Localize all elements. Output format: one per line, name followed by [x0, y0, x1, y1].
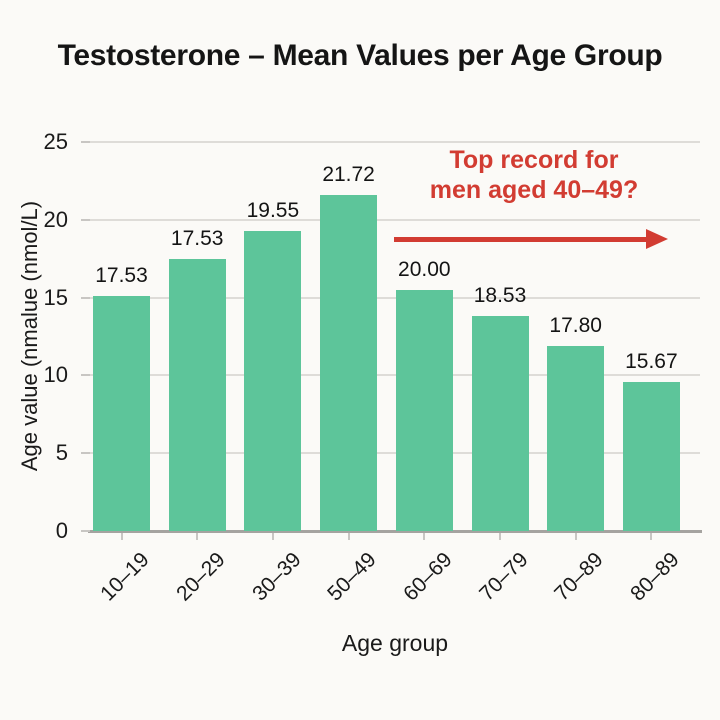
y-tick-label: 20: [43, 206, 68, 232]
chart-title: Testosterone – Mean Values per Age Group: [57, 39, 663, 72]
x-tick-label: 70–89: [550, 548, 608, 606]
annotation-line-2: men aged 40–49?: [429, 176, 639, 204]
gridline: [90, 141, 700, 143]
y-tick-mark: [81, 452, 90, 455]
x-tick-mark: [574, 533, 577, 540]
gridline: [90, 296, 700, 299]
bar: [320, 195, 378, 531]
x-tick-label: 70–79: [474, 548, 533, 606]
x-tick-mark: [271, 533, 274, 540]
y-tick-label: 15: [43, 284, 68, 310]
bar: [547, 346, 605, 531]
gridline: [90, 218, 700, 221]
bar: [244, 231, 302, 531]
x-tick-mark: [196, 533, 199, 540]
bar-value-label: 17.53: [170, 227, 224, 250]
bar: [395, 290, 453, 531]
x-tick-mark: [120, 533, 123, 540]
x-tick-label: 80–89: [626, 548, 684, 606]
bar: [168, 259, 226, 531]
bar-value-label: 17.53: [95, 264, 148, 287]
y-tick-mark: [81, 218, 90, 221]
bar-value-label: 20.00: [398, 258, 451, 281]
x-tick-mark: [423, 533, 426, 540]
y-tick-mark: [81, 530, 90, 532]
y-axis-title: Age value (nmalue (nmol/L): [17, 200, 42, 472]
y-tick-mark: [81, 374, 90, 377]
x-axis-title: Age group: [341, 630, 449, 656]
x-tick-label: 60–69: [399, 548, 457, 606]
x-tick-mark: [499, 533, 501, 540]
bar-value-label: 17.80: [549, 314, 602, 337]
x-tick-label: 50–49: [323, 548, 381, 606]
x-tick-label: 30–39: [247, 548, 306, 606]
y-tick-mark: [81, 296, 90, 299]
x-tick-mark: [650, 533, 653, 540]
annotation-arrow-head-icon: [646, 229, 668, 249]
y-tick-label: 10: [43, 362, 68, 388]
annotation-line-1: Top record for: [449, 146, 619, 174]
x-tick-label: 10–19: [96, 548, 154, 606]
bar: [622, 382, 680, 531]
y-tick-label: 0: [55, 518, 68, 543]
y-tick-label: 25: [43, 129, 68, 154]
x-axis-baseline: [88, 530, 702, 533]
bar-value-label: 21.72: [322, 163, 375, 186]
y-tick-mark: [81, 141, 90, 143]
bar-value-label: 15.67: [625, 350, 678, 373]
annotation-text: Top record for men aged 40–49?: [398, 145, 670, 205]
gridline: [90, 374, 700, 377]
annotation-arrow-line: [394, 237, 648, 242]
bar: [93, 296, 150, 531]
x-tick-mark: [347, 533, 350, 540]
y-tick-label: 5: [55, 440, 68, 466]
bar-value-label: 18.53: [473, 284, 527, 307]
bar-value-label: 19.55: [246, 199, 300, 222]
bar: [471, 316, 529, 531]
x-tick-label: 20–29: [171, 548, 230, 606]
gridline: [90, 452, 700, 455]
